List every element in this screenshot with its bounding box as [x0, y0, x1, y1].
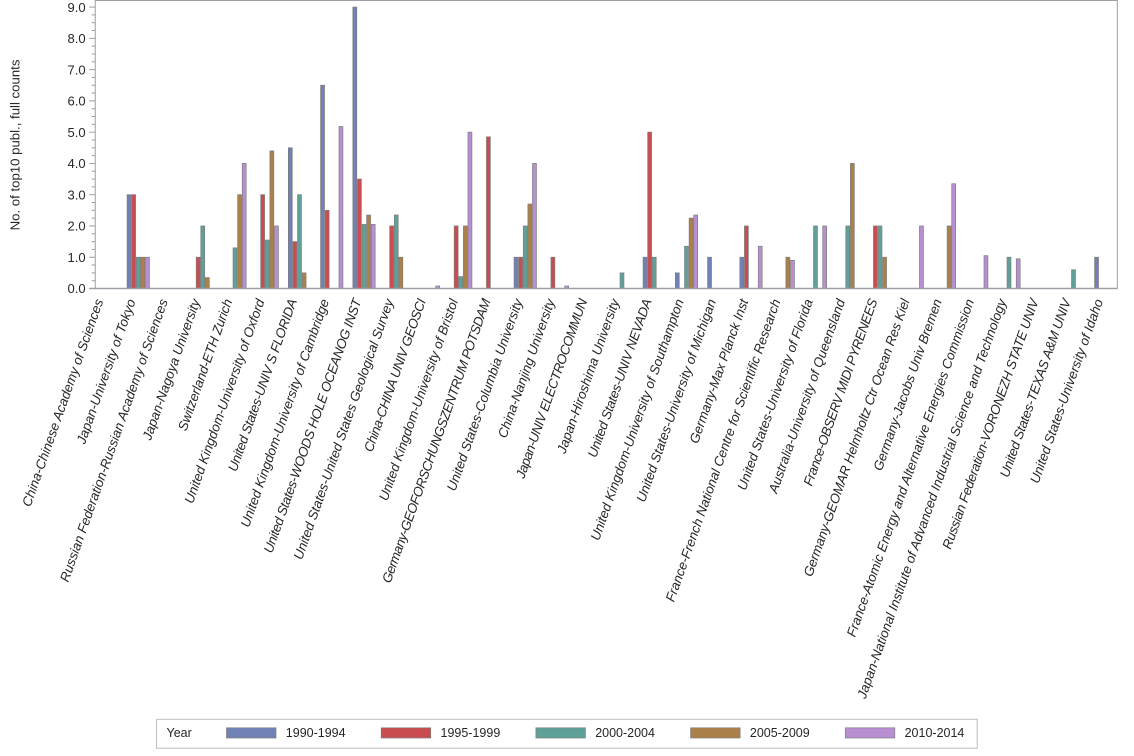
svg-text:3.0: 3.0 — [68, 187, 86, 202]
svg-text:8.0: 8.0 — [68, 31, 86, 46]
svg-text:1990-1994: 1990-1994 — [286, 726, 346, 740]
svg-text:2.0: 2.0 — [68, 219, 86, 234]
svg-text:5.0: 5.0 — [68, 125, 86, 140]
svg-text:Year: Year — [167, 726, 192, 740]
svg-text:No. of top10 publ., full count: No. of top10 publ., full counts — [7, 59, 22, 230]
svg-text:0.0: 0.0 — [68, 281, 86, 296]
svg-text:7.0: 7.0 — [68, 62, 86, 77]
svg-text:6.0: 6.0 — [68, 94, 86, 109]
svg-text:1.0: 1.0 — [68, 250, 86, 265]
svg-text:2000-2004: 2000-2004 — [595, 726, 655, 740]
svg-text:4.0: 4.0 — [68, 156, 86, 171]
svg-text:2010-2014: 2010-2014 — [905, 726, 965, 740]
svg-text:1995-1999: 1995-1999 — [441, 726, 501, 740]
svg-text:9.0: 9.0 — [68, 0, 86, 15]
svg-text:2005-2009: 2005-2009 — [750, 726, 810, 740]
